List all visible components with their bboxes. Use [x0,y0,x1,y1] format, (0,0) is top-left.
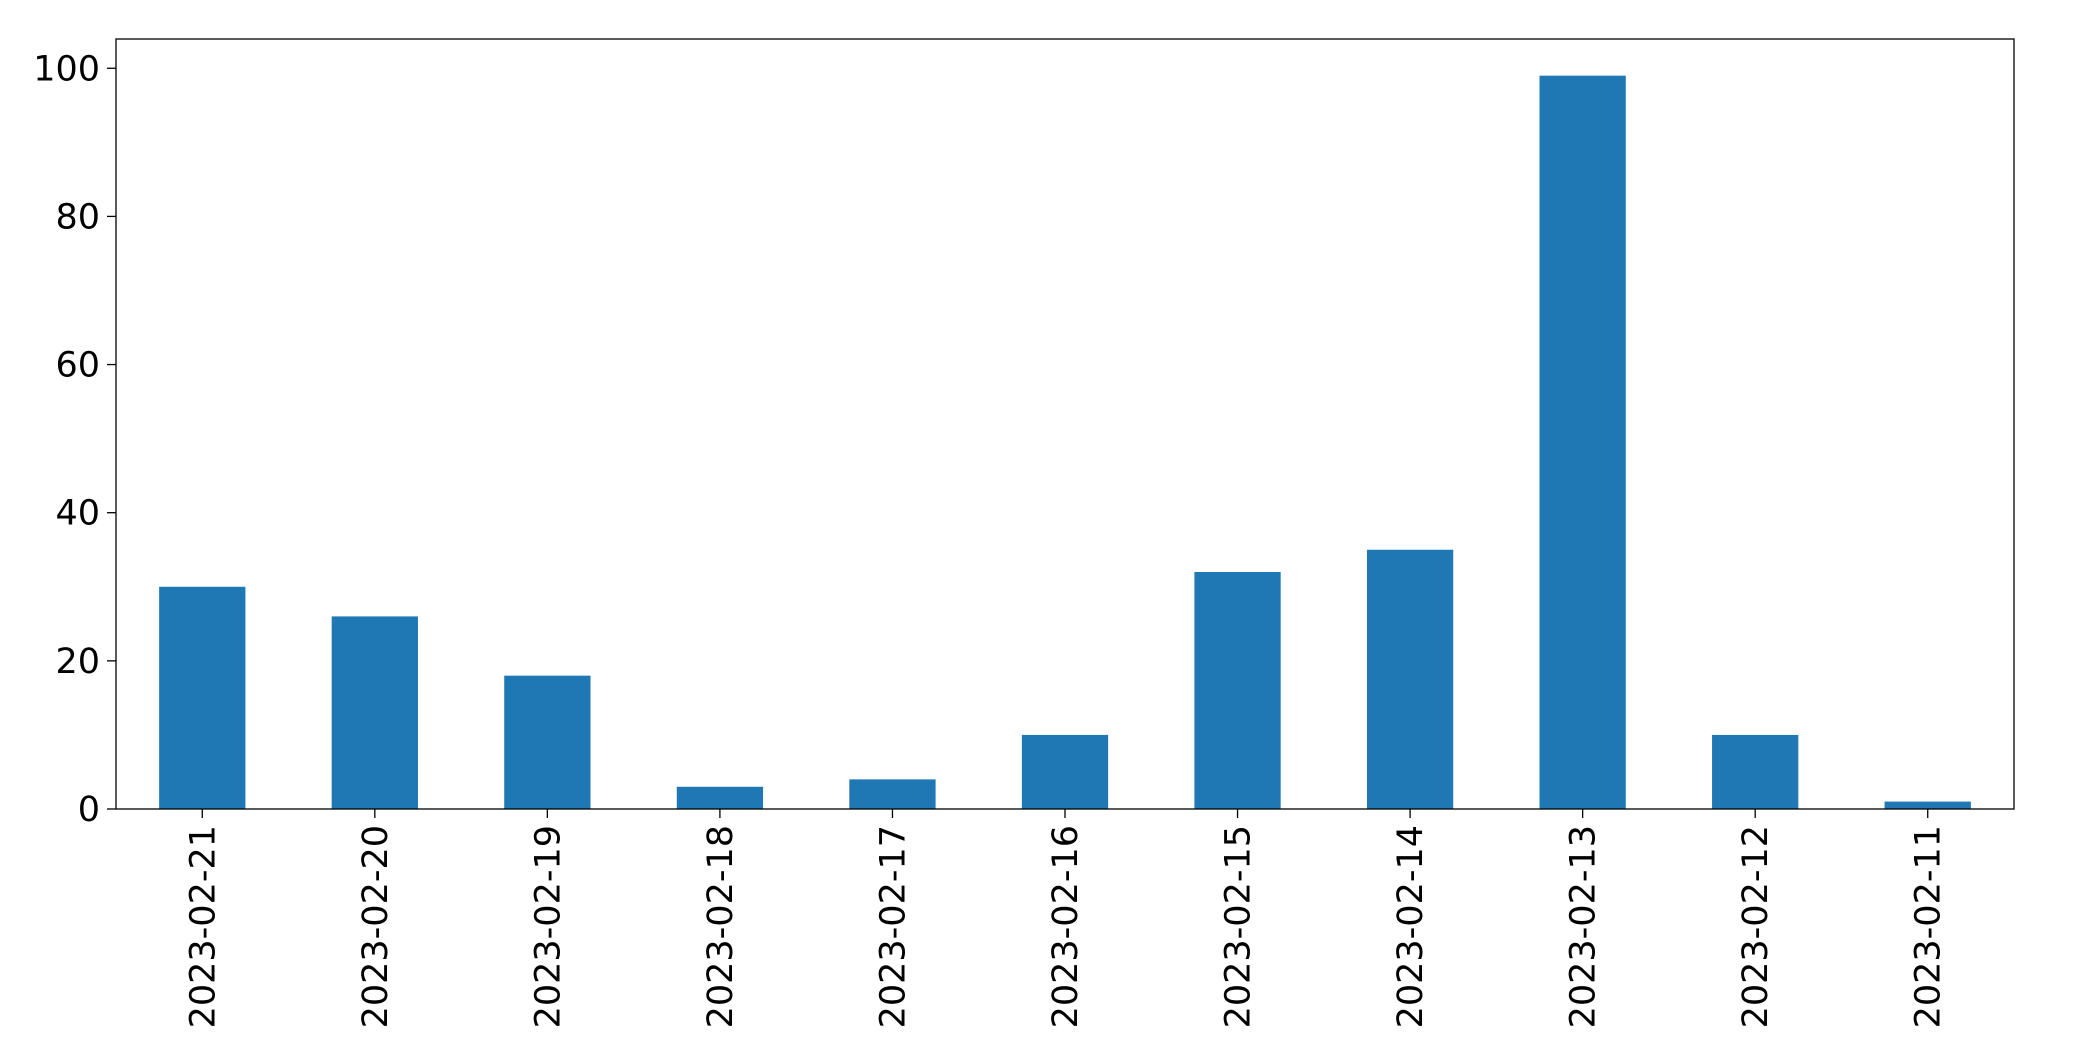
y-tick-label: 80 [55,197,100,237]
x-tick-label: 2023-02-16 [1046,825,1086,1028]
y-tick-label: 40 [55,494,100,534]
y-tick-label: 0 [78,790,100,830]
x-tick-label: 2023-02-17 [873,825,913,1028]
x-tick-label: 2023-02-14 [1391,825,1431,1028]
bar [1021,734,1109,809]
bar [159,586,246,809]
bar [1884,801,1971,809]
x-tick-label: 2023-02-20 [356,825,396,1028]
x-tick-label: 2023-02-12 [1736,825,1776,1028]
x-tick-label: 2023-02-21 [183,825,223,1028]
bar [1539,75,1626,809]
y-tick-label: 60 [55,346,100,386]
x-tick-label: 2023-02-18 [701,825,741,1028]
bar [676,786,764,809]
plot-frame [115,38,2015,810]
bar [1194,571,1281,809]
x-tick-label: 2023-02-15 [1219,825,1259,1028]
x-tick-label: 2023-02-13 [1564,825,1604,1028]
x-tick-label: 2023-02-11 [1909,825,1949,1028]
bar [1712,734,1799,809]
bar [331,616,418,809]
y-tick-label: 100 [33,49,100,89]
bar [849,779,936,809]
x-tick-label: 2023-02-19 [528,825,568,1028]
bar [1366,549,1454,809]
bar [504,675,591,809]
y-tick-label: 20 [55,642,100,682]
